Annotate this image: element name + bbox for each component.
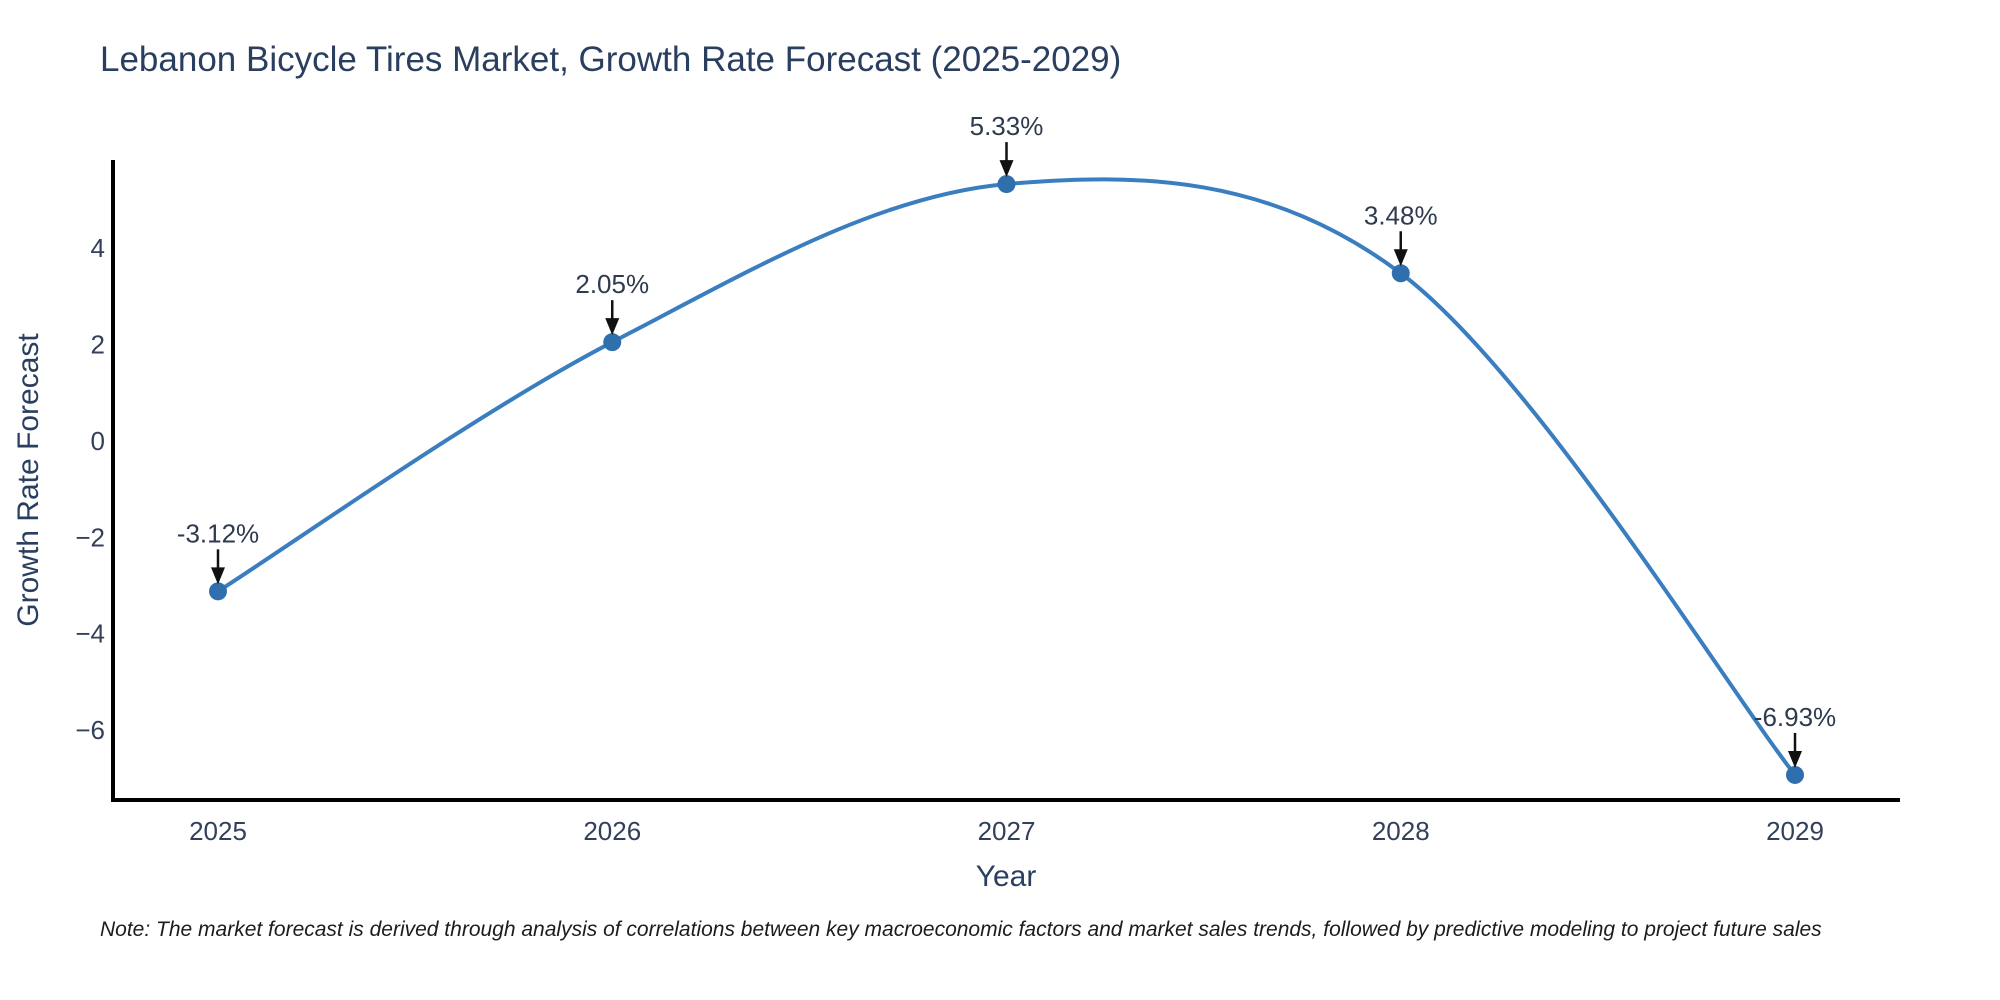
data-point-2026[interactable] [603,333,622,352]
annotation-arrowhead [999,160,1014,178]
trend-line [216,177,1797,777]
x-tick-label: 2027 [978,816,1036,846]
x-tick-label: 2026 [583,816,641,846]
y-tick-label: −2 [75,522,105,552]
y-tick-label: −6 [75,715,105,745]
y-tick-label: 2 [91,330,105,360]
y-tick-label: 4 [91,233,105,263]
data-label: -6.93% [1754,702,1836,732]
data-point-2027[interactable] [997,175,1016,194]
y-tick-label: 0 [91,426,105,456]
chart-title: Lebanon Bicycle Tires Market, Growth Rat… [100,40,1122,79]
data-label: 3.48% [1364,200,1438,230]
annotation-arrowhead [605,318,620,336]
y-tick-label: −4 [75,619,105,649]
data-label: 2.05% [575,269,649,299]
footnote: Note: The market forecast is derived thr… [100,918,1822,941]
x-tick-label: 2029 [1766,816,1824,846]
x-tick-label: 2028 [1372,816,1430,846]
data-label: -3.12% [177,518,259,548]
annotation-2029: -6.93% [1754,702,1836,768]
x-axis-title: Year [976,860,1037,893]
y-axis-title: Growth Rate Forecast [12,333,45,627]
data-point-2028[interactable] [1391,264,1410,283]
data-label: 5.33% [970,111,1044,141]
annotation-2028: 3.48% [1364,200,1438,267]
annotation-2026: 2.05% [575,269,649,336]
annotation-arrowhead [1788,750,1802,768]
data-point-2029[interactable] [1786,765,1804,784]
annotation-2025: -3.12% [177,518,259,585]
annotation-2027: 5.33% [970,111,1044,178]
data-point-2025[interactable] [209,582,227,601]
annotation-arrowhead [211,567,225,585]
x-tick-label: 2025 [189,816,247,846]
annotation-arrowhead [1393,249,1408,267]
